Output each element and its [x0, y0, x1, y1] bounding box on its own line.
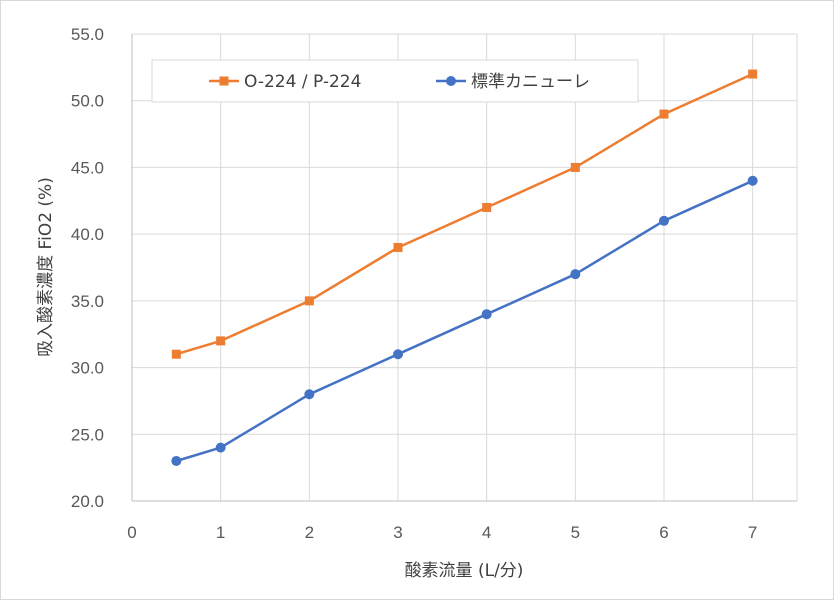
y-axis-title: 吸入酸素濃度 FiO2 (%): [36, 177, 56, 357]
legend-label: O-224 / P-224: [244, 72, 361, 92]
x-tick-label: 3: [393, 523, 402, 542]
x-axis-title: 酸素流量 (L/分): [405, 561, 524, 581]
data-point: [570, 162, 580, 172]
y-tick-label: 20.0: [71, 492, 104, 511]
axes: [131, 34, 797, 502]
data-point: [393, 242, 403, 252]
legend-item: 標準カニューレ: [436, 72, 590, 92]
series-line: [175, 72, 754, 356]
data-point: [304, 296, 314, 306]
gridlines: [132, 33, 798, 501]
y-tick-label: 25.0: [71, 425, 104, 444]
data-point: [482, 202, 492, 212]
legend-marker: [446, 76, 456, 86]
x-tick-label: 1: [216, 523, 225, 542]
y-tick-label: 30.0: [71, 359, 104, 378]
data-point: [747, 175, 758, 186]
series-1: [171, 69, 758, 359]
data-point: [171, 349, 181, 359]
series-line: [175, 179, 754, 463]
data-point: [570, 269, 581, 280]
data-point: [659, 109, 669, 119]
y-tick-label: 45.0: [71, 158, 104, 177]
x-tick-label: 7: [748, 523, 757, 542]
series-2: [171, 175, 758, 466]
x-tick-label: 6: [659, 523, 668, 542]
data-point: [304, 389, 315, 400]
data-point: [748, 69, 758, 79]
y-tick-label: 55.0: [71, 25, 104, 44]
x-tick-label: 5: [571, 523, 580, 542]
data-point: [481, 309, 492, 320]
legend-item: O-224 / P-224: [209, 72, 361, 92]
series-group: [171, 69, 758, 466]
data-point: [215, 442, 226, 453]
data-point: [659, 215, 669, 226]
y-tick-labels: 20.0 25.0 30.0 35.0 40.0 45.0 50.0 55.0: [71, 25, 104, 511]
x-tick-label: 0: [127, 523, 136, 542]
data-point: [171, 455, 182, 466]
legend-label: 標準カニューレ: [471, 72, 590, 92]
data-point: [393, 349, 403, 360]
x-tick-label: 2: [305, 523, 314, 542]
y-tick-label: 40.0: [71, 225, 104, 244]
y-tick-label: 35.0: [71, 292, 104, 311]
data-point: [216, 336, 226, 346]
y-tick-label: 50.0: [71, 92, 104, 111]
x-tick-label: 4: [482, 523, 491, 542]
legend-marker: [219, 76, 229, 86]
legend: O-224 / P-224 標準カニューレ: [151, 59, 639, 103]
x-tick-labels: 0 1 2 3 4 5 6 7: [127, 523, 757, 542]
